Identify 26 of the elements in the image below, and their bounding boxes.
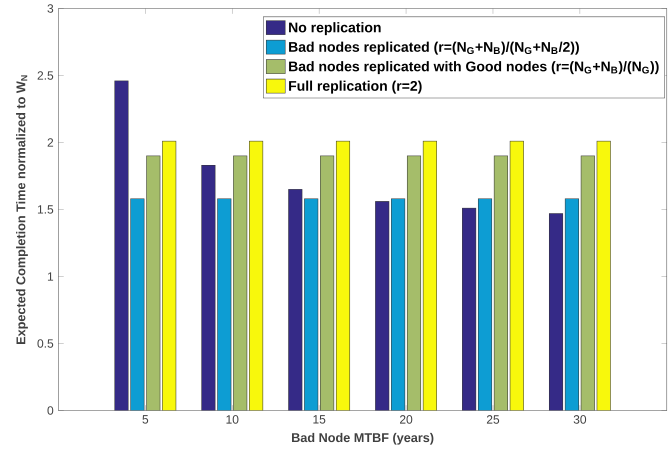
bar <box>114 80 129 410</box>
x-tick-label: 10 <box>226 415 238 424</box>
text: Bad nodes replicated (r=(N$_{G}$+N$_{B}$)/(N$_{G}$+N$_{B}$/2)) <box>289 42 579 55</box>
legend-label: Full replication (r=2) <box>289 80 422 94</box>
y-tick-label: 0 <box>47 406 54 415</box>
x-tick-label: 25 <box>486 415 500 424</box>
bar <box>422 140 437 410</box>
bar <box>336 140 350 410</box>
bar <box>478 198 492 410</box>
y-tick-label: 2 <box>48 138 54 147</box>
bar <box>548 213 564 410</box>
y-tick-label: 0.5 <box>37 339 54 348</box>
y-tick-label: 3 <box>47 4 54 13</box>
legend-label: Bad nodes replicated with Good nodes (r=(N$_{G}$+N$_{B}$)/(N$_{G}$)) <box>289 61 659 74</box>
x-tick-label: 30 <box>574 415 586 424</box>
legend-label: No replication <box>289 22 381 36</box>
y-tick-label: 2.5 <box>38 71 54 80</box>
bar <box>406 156 422 410</box>
x-tick-label: 15 <box>313 415 326 424</box>
bar <box>462 208 476 410</box>
y-tick-label: 1.5 <box>38 205 54 214</box>
y-axis-title: Expected Completion Time normalized to W$_{N}$ <box>16 75 28 344</box>
x-axis-title: Bad Node MTBF (years) <box>292 432 434 445</box>
x-tick-label: 20 <box>400 415 412 424</box>
x-tick-label: 5 <box>142 415 148 424</box>
y-tick-label: 1 <box>48 272 54 281</box>
